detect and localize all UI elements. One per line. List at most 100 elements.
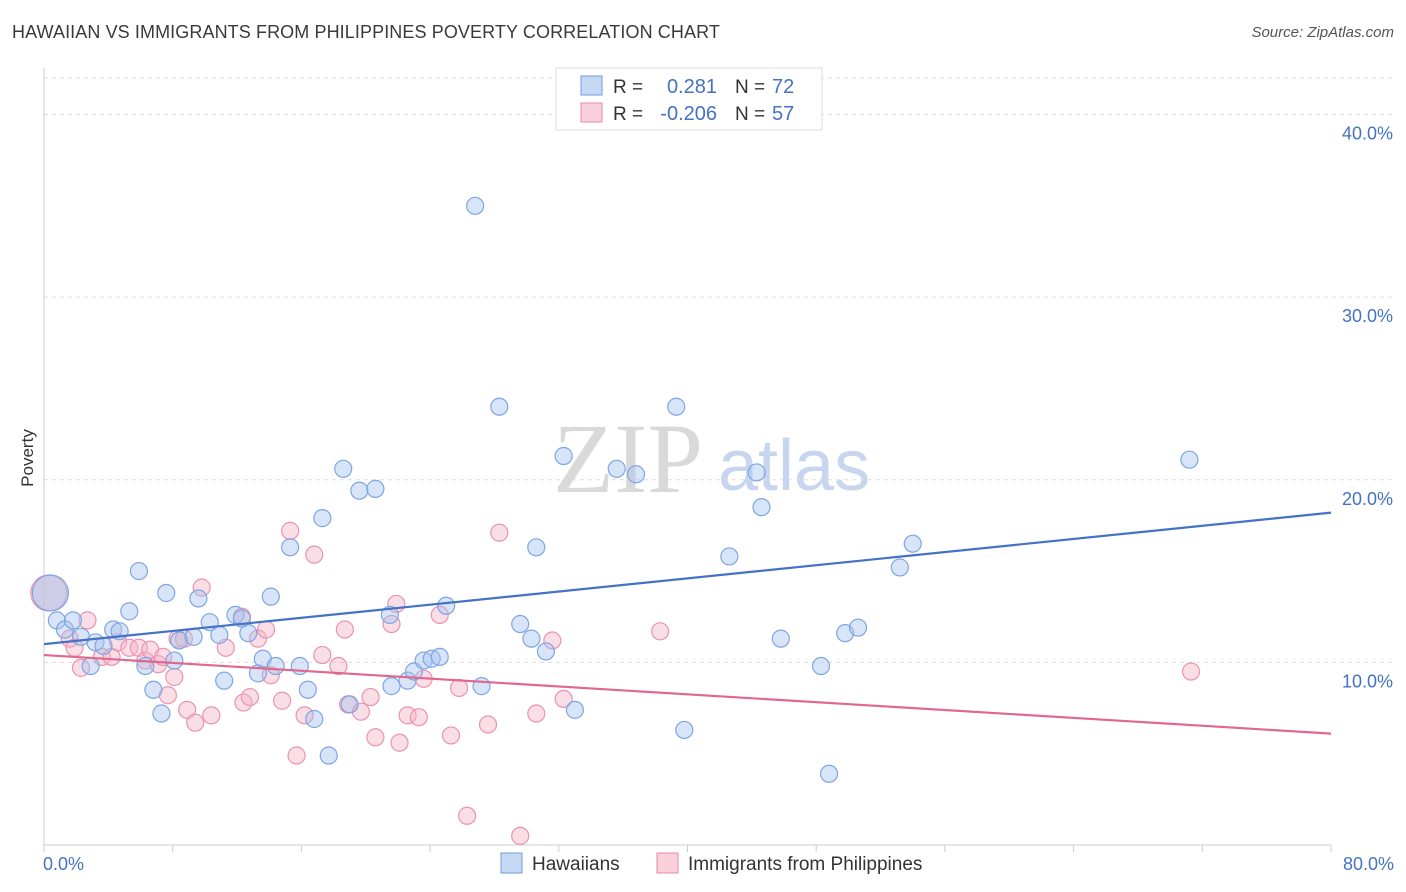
legend-n-label-2: N = — [735, 104, 765, 125]
philippines-trend-line — [43, 653, 1332, 735]
philippines-point-18 — [178, 700, 197, 719]
bottom-legend-swatch-philippines — [656, 852, 679, 874]
hawaiians-point-29 — [266, 656, 285, 676]
legend-n-value-2: 57 — [772, 103, 794, 125]
hawaiians-point-21 — [210, 625, 229, 645]
hawaiians-point-57 — [607, 459, 626, 478]
hawaiians-point-19 — [189, 589, 208, 608]
hawaiians-point-64 — [771, 629, 790, 648]
hawaiians-point-47 — [437, 596, 456, 615]
legend-n-value-1: 72 — [772, 76, 794, 98]
hawaiians-point-65 — [811, 656, 831, 676]
philippines-point-58 — [1181, 662, 1201, 681]
philippines-point-31 — [287, 746, 306, 765]
bottom-legend-label-philippines: Immigrants from Philippines — [688, 854, 922, 875]
hawaiians-point-16 — [165, 651, 184, 670]
philippines-point-27 — [256, 620, 276, 639]
hawaiians-point-52 — [522, 629, 541, 648]
y-tick-label-10: 10.0% — [1342, 671, 1393, 691]
hawaiians-point-63 — [752, 498, 771, 517]
hawaiians-point-33 — [305, 709, 324, 729]
hawaiians-point-60 — [675, 720, 694, 740]
philippines-point-51 — [478, 715, 498, 734]
philippines-point-53 — [511, 826, 530, 845]
hawaiians-point-58 — [626, 465, 646, 484]
hawaiians-point-46 — [430, 647, 449, 667]
philippines-point-55 — [543, 631, 562, 650]
bottom-legend-label-hawaiians: Hawaiians — [532, 854, 620, 875]
y-axis-label: Poverty — [18, 429, 37, 487]
x-tick-label-max: 80.0% — [1343, 854, 1394, 874]
hawaiians-point-6 — [81, 656, 100, 676]
philippines-point-47 — [430, 605, 449, 625]
philippines-point-44 — [398, 706, 417, 725]
philippines-point-56 — [554, 689, 573, 709]
hawaiians-point-25 — [239, 624, 258, 643]
hawaiians-point-10 — [120, 602, 139, 621]
hawaiians-point-7 — [94, 636, 113, 656]
philippines-point-48 — [441, 726, 461, 745]
hawaiians-point-51 — [511, 614, 530, 634]
hawaiians-point-39 — [366, 479, 385, 498]
legend-swatch-philippines — [580, 102, 603, 123]
philippines-point-19 — [186, 713, 205, 732]
philippines-point-49 — [449, 678, 469, 698]
philippines-point-15 — [165, 667, 184, 687]
hawaiians-point-34 — [313, 509, 332, 528]
chart-source: Source: ZipAtlas.com — [1251, 24, 1394, 41]
hawaiians-point-35 — [319, 746, 338, 765]
hawaiians-point-17 — [170, 631, 189, 650]
hawaiians-point-37 — [340, 695, 359, 714]
hawaiians-trend-line — [43, 511, 1332, 646]
watermark-atlas: atlas — [718, 426, 870, 506]
philippines-point-38 — [351, 702, 371, 721]
hawaiians-point-59 — [667, 397, 686, 416]
hawaiians-point-48 — [466, 196, 485, 215]
legend-r-label-2: R = — [613, 104, 643, 125]
philippines-point-34 — [313, 645, 332, 665]
philippines-point-21 — [202, 706, 221, 725]
philippines-point-52 — [490, 523, 509, 542]
philippines-point-43 — [390, 733, 409, 752]
y-tick-labels: 10.0% 20.0% 30.0% 40.0% — [1342, 124, 1393, 692]
legend-r-value-2: -0.206 — [660, 103, 717, 125]
hawaiians-point-71 — [1180, 450, 1199, 469]
philippines-point-29 — [272, 691, 292, 710]
philippines-point-33 — [305, 545, 324, 564]
hawaiians-point-50 — [490, 397, 509, 416]
hawaiians-point-69 — [890, 558, 909, 577]
hawaiians-point-28 — [261, 587, 280, 606]
axes — [43, 68, 1332, 852]
correlation-legend: R = 0.281 N = 72 R = -0.206 N = 57 — [555, 67, 823, 131]
hawaiians-point-53 — [527, 538, 546, 557]
philippines-point-45 — [409, 708, 428, 727]
legend-n-label-1: N = — [735, 77, 765, 98]
y-tick-label-20: 20.0% — [1342, 489, 1393, 509]
legend-swatch-hawaiians — [580, 75, 603, 96]
philippines-point-25 — [240, 687, 260, 707]
philippines-point-4 — [78, 611, 97, 630]
chart-title: HAWAIIAN VS IMMIGRANTS FROM PHILIPPINES … — [12, 22, 720, 42]
philippines-point-57 — [651, 622, 670, 641]
legend-r-label-1: R = — [613, 77, 643, 98]
series-legend: Hawaiians Immigrants from Philippines — [500, 852, 922, 875]
philippines-point-8 — [120, 638, 139, 657]
hawaiians-point-66 — [819, 764, 839, 783]
philippines-point-36 — [335, 620, 354, 639]
philippines-point-39 — [361, 687, 380, 707]
hawaiians-point-36 — [334, 459, 353, 478]
hawaiians-point-14 — [152, 704, 171, 723]
x-tick-label-min: 0.0% — [43, 854, 84, 874]
hawaiians-point-56 — [565, 700, 584, 719]
philippines-point-41 — [382, 614, 401, 634]
hawaiians-point-62 — [747, 463, 766, 482]
y-tick-label-30: 30.0% — [1342, 306, 1393, 326]
hawaiians-point-22 — [215, 671, 234, 690]
hawaiians-point-30 — [281, 538, 300, 557]
hawaiians-point-68 — [848, 618, 868, 637]
y-tick-label-40: 40.0% — [1342, 124, 1393, 144]
hawaiians-point-49 — [472, 677, 491, 696]
hawaiians-point-41 — [382, 677, 401, 696]
philippines-point-20 — [192, 578, 211, 597]
hawaiians-point-15 — [157, 583, 176, 603]
